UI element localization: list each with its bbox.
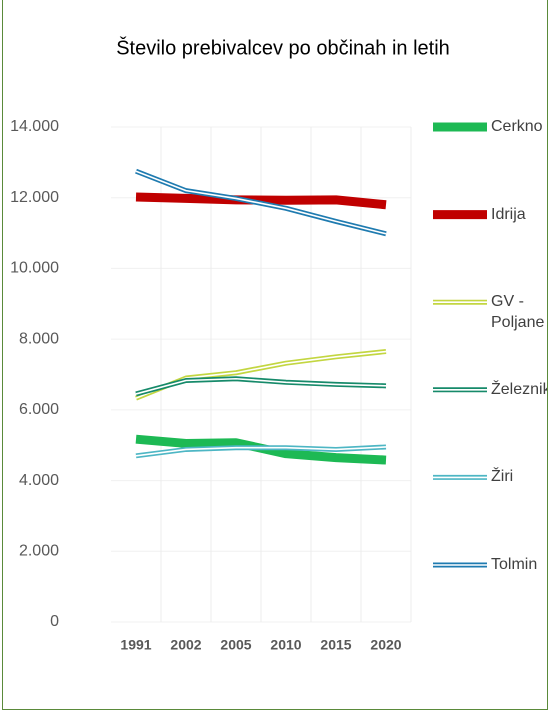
chart: Število prebivalcev po občinah in letih … xyxy=(10,36,487,653)
y-tick-label: 0 xyxy=(50,613,59,630)
legend-label: Železniki xyxy=(491,380,548,398)
legend-label: Cerkno xyxy=(491,118,543,135)
y-tick-label: 14.000 xyxy=(10,118,59,135)
series-line-inner xyxy=(135,170,387,235)
y-tick-label: 2.000 xyxy=(19,543,59,560)
x-tick-label: 2010 xyxy=(270,637,301,653)
x-tick-label: 2020 xyxy=(370,637,401,653)
y-tick-label: 12.000 xyxy=(10,189,59,206)
y-tick-label: 10.000 xyxy=(10,260,59,277)
series-line-inner xyxy=(135,446,387,457)
x-tick-label: 1991 xyxy=(120,637,151,653)
chart-frame: Število prebivalcev po občinah in letih … xyxy=(2,0,548,710)
x-tick-label: 2002 xyxy=(170,637,201,653)
legend-label: GV - Poljane xyxy=(491,293,545,332)
legend-label: Tolmin xyxy=(491,556,538,573)
y-tick-label: 6.000 xyxy=(19,401,59,418)
x-tick-label: 2005 xyxy=(220,637,251,653)
series-line-inner xyxy=(135,377,387,395)
y-tick-label: 4.000 xyxy=(19,472,59,489)
chart-title: Število prebivalcev po občinah in letih xyxy=(116,36,450,59)
x-tick-label: 2015 xyxy=(320,637,351,653)
series-line xyxy=(135,192,387,210)
y-tick-label: 8.000 xyxy=(19,330,59,347)
legend-label: Žiri xyxy=(491,468,514,486)
legend-label: Idrija xyxy=(491,205,526,223)
